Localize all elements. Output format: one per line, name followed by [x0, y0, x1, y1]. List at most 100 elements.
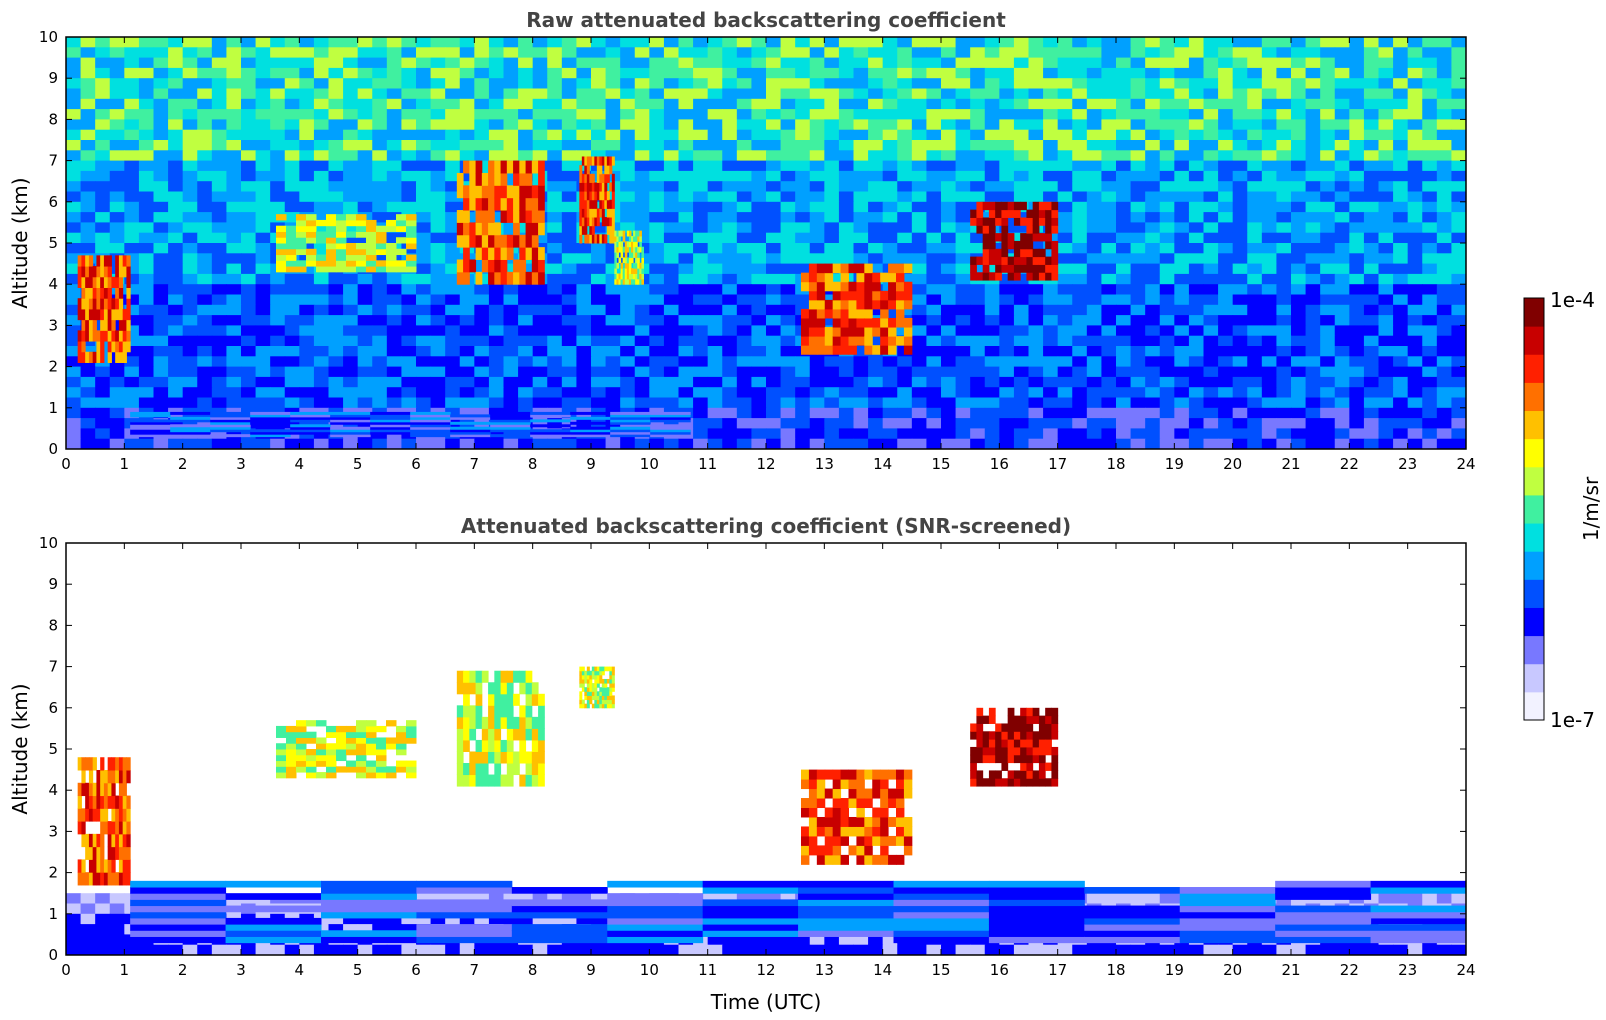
heatmap-cell	[663, 284, 679, 295]
heatmap-cell	[270, 119, 286, 131]
heatmap-cell	[1247, 67, 1263, 79]
heatmap-cell	[1130, 407, 1146, 419]
heatmap-cell	[109, 170, 125, 182]
heatmap-cell	[707, 273, 723, 285]
heatmap-cell	[1422, 387, 1438, 398]
heatmap-cell	[1116, 438, 1132, 450]
heatmap-cell	[357, 366, 373, 378]
heatmap-cell	[153, 222, 169, 234]
heatmap-cell	[401, 160, 417, 172]
heatmap-cell	[1451, 88, 1467, 100]
heatmap-cell	[970, 304, 986, 316]
heatmap-cell	[1159, 376, 1175, 388]
heatmap-cell	[1086, 109, 1102, 120]
heatmap-cell	[591, 47, 607, 59]
heatmap-cell	[824, 407, 840, 419]
heatmap-cell	[1130, 253, 1146, 265]
heatmap-cell	[80, 98, 96, 110]
heatmap-cell	[1028, 366, 1044, 378]
heatmap-cell	[299, 243, 315, 254]
heatmap-cell	[678, 37, 694, 48]
heatmap-feature-cell	[356, 260, 367, 267]
heatmap-cell	[970, 98, 986, 110]
heatmap-cell	[780, 335, 796, 347]
heatmap-cell	[1116, 335, 1132, 347]
heatmap-cell	[1451, 129, 1467, 141]
heatmap-cell	[1393, 387, 1409, 398]
heatmap-feature-cell	[346, 231, 357, 238]
heatmap-cell	[736, 407, 752, 419]
heatmap-cell	[241, 160, 257, 172]
heatmap-cell	[1203, 284, 1219, 295]
heatmap-cell	[386, 181, 402, 192]
heatmap-cell	[591, 315, 607, 326]
heatmap-cell	[1218, 284, 1234, 295]
heatmap-cell	[547, 893, 563, 904]
heatmap-cell	[868, 129, 884, 141]
heatmap-cell	[1072, 160, 1088, 172]
heatmap-cell	[1422, 253, 1438, 265]
heatmap-cell	[1028, 140, 1044, 151]
heatmap-cell	[984, 428, 1000, 440]
heatmap-feature-cell	[500, 210, 508, 223]
heatmap-cell	[1247, 335, 1263, 347]
heatmap-cell	[634, 67, 650, 79]
heatmap-cell	[488, 294, 504, 306]
heatmap-cell	[649, 304, 665, 316]
heatmap-feature-cell	[1051, 256, 1059, 265]
heatmap-feature-cell	[410, 416, 451, 420]
heatmap-cell	[561, 294, 577, 306]
heatmap-cell	[1232, 294, 1248, 306]
heatmap-cell	[1407, 418, 1423, 429]
heatmap-cell	[620, 88, 636, 100]
heatmap-cell	[1043, 346, 1059, 357]
heatmap-cell	[270, 273, 286, 285]
heatmap-cell	[1276, 407, 1292, 419]
heatmap-cell	[1291, 67, 1307, 79]
heatmap-feature-cell	[988, 201, 996, 211]
heatmap-feature-cell	[77, 255, 82, 267]
heatmap-feature-cell	[626, 257, 630, 264]
heatmap-feature-cell	[824, 272, 834, 283]
heatmap-feature-cell	[276, 237, 287, 244]
heatmap-cell	[197, 232, 213, 244]
heatmap-cell	[824, 428, 840, 440]
heatmap-cell	[532, 37, 548, 48]
heatmap-cell	[474, 356, 490, 368]
heatmap-cell	[1363, 273, 1379, 285]
heatmap-cell	[1028, 67, 1044, 79]
heatmap-feature-cell	[1001, 217, 1009, 226]
heatmap-cell	[693, 294, 709, 306]
heatmap-cell	[576, 150, 592, 162]
heatmap-cell	[1159, 346, 1175, 357]
heatmap-feature-cell	[88, 308, 94, 321]
heatmap-feature-cell	[637, 252, 640, 258]
heatmap-cell	[1116, 253, 1132, 265]
heatmap-cell	[620, 140, 636, 151]
heatmap-cell	[474, 346, 490, 357]
heatmap-cell	[678, 109, 694, 120]
heatmap-feature-cell	[118, 255, 124, 267]
heatmap-cell	[197, 273, 213, 285]
heatmap-feature-cell	[606, 173, 610, 183]
heatmap-cell	[1072, 119, 1088, 131]
heatmap-cell	[1043, 129, 1059, 141]
heatmap-cell	[124, 304, 140, 316]
heatmap-cell	[809, 181, 825, 192]
heatmap-cell	[941, 356, 957, 368]
heatmap-cell	[168, 438, 184, 450]
heatmap-feature-cell	[103, 266, 109, 278]
heatmap-cell	[357, 67, 373, 79]
heatmap-cell	[955, 273, 971, 285]
heatmap-feature-cell	[824, 263, 834, 274]
heatmap-cell	[605, 140, 621, 151]
heatmap-feature-cell	[210, 426, 251, 430]
heatmap-cell	[1349, 88, 1365, 100]
heatmap-cell	[1276, 253, 1292, 265]
heatmap-cell	[1188, 212, 1204, 223]
heatmap-cell	[984, 418, 1000, 429]
heatmap-cell	[1218, 140, 1234, 151]
heatmap-cell	[1261, 376, 1277, 388]
heatmap-cell	[620, 37, 636, 48]
heatmap-cell	[999, 407, 1015, 419]
